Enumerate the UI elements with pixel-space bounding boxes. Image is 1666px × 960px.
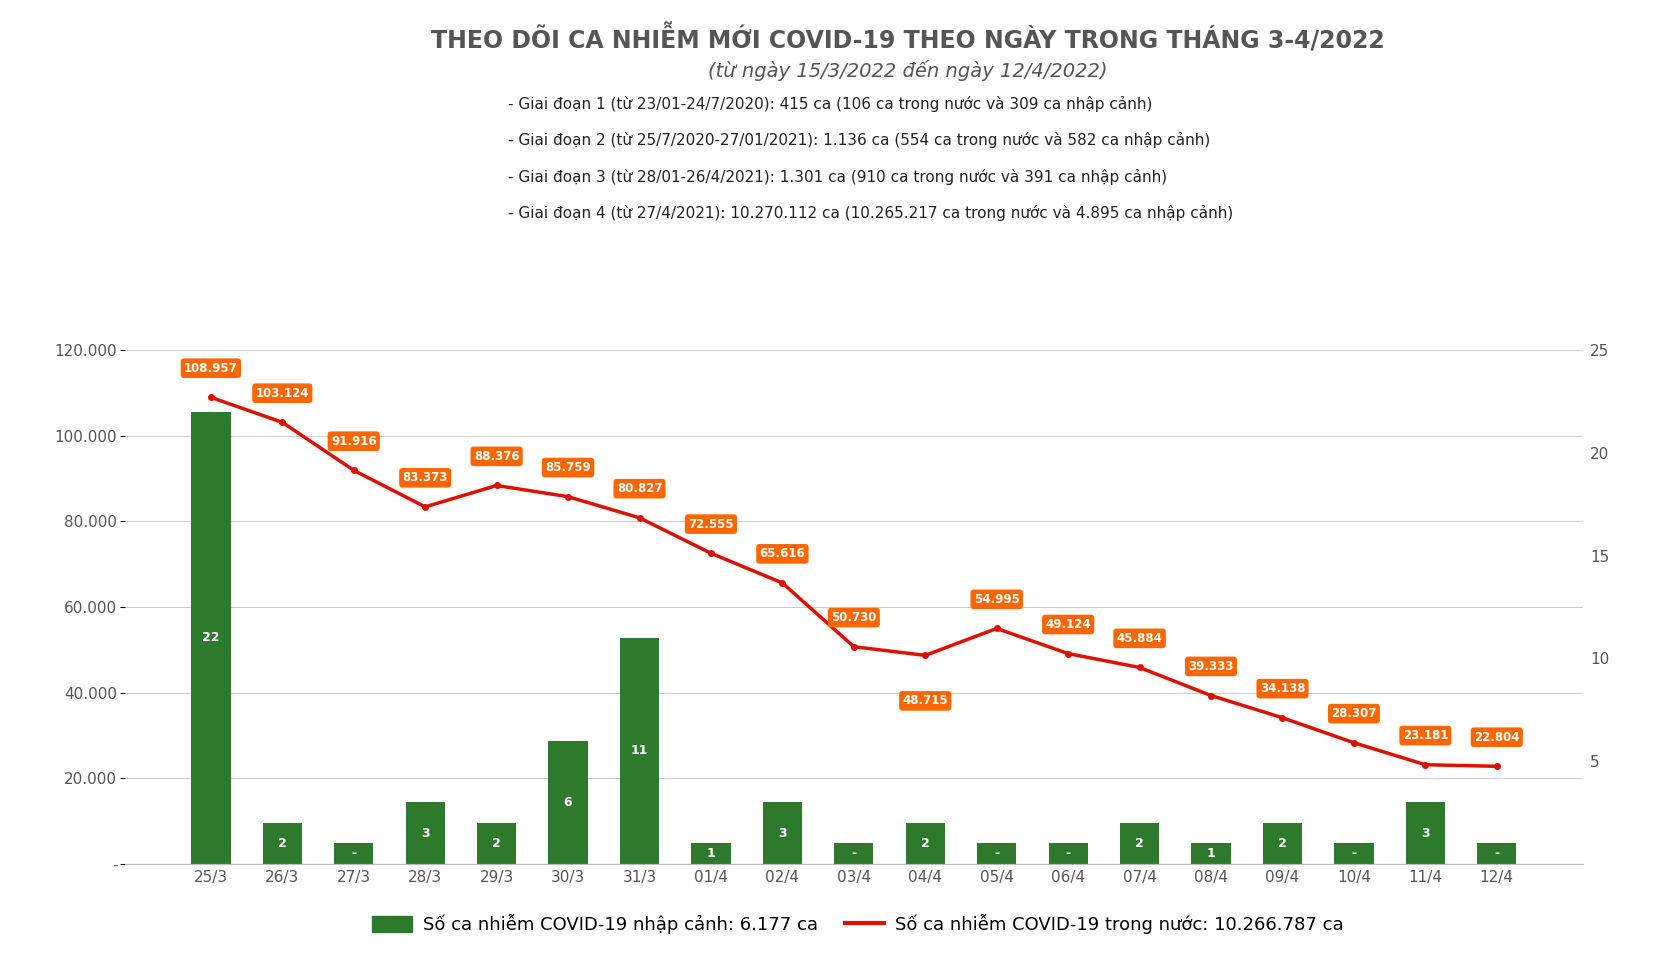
- Text: 3: 3: [421, 827, 430, 840]
- Text: 6: 6: [563, 796, 573, 809]
- Bar: [763, 803, 801, 864]
- Text: 91.916: 91.916: [332, 435, 377, 447]
- Bar: [476, 823, 516, 864]
- Text: 103.124: 103.124: [255, 387, 310, 399]
- Text: - Giai đoạn 2 (từ 25/7/2020-27/01/2021): 1.136 ca (554 ca trong nước và 582 ca n: - Giai đoạn 2 (từ 25/7/2020-27/01/2021):…: [508, 132, 1211, 149]
- Text: 28.307: 28.307: [1331, 708, 1376, 720]
- Bar: [906, 823, 945, 864]
- Text: -: -: [995, 848, 1000, 860]
- Text: - Giai đoạn 1 (từ 23/01-24/7/2020): 415 ca (106 ca trong nước và 309 ca nhập cản: - Giai đoạn 1 (từ 23/01-24/7/2020): 415 …: [508, 96, 1153, 112]
- Text: 83.373: 83.373: [403, 471, 448, 484]
- Bar: [835, 844, 873, 864]
- Text: 2: 2: [921, 837, 930, 850]
- Legend: Số ca nhiễm COVID-19 nhập cảnh: 6.177 ca, Số ca nhiễm COVID-19 trong nước: 10.26: Số ca nhiễm COVID-19 nhập cảnh: 6.177 ca…: [365, 907, 1351, 942]
- Text: 72.555: 72.555: [688, 517, 733, 531]
- Text: 50.730: 50.730: [831, 612, 876, 624]
- Text: - Giai đoạn 3 (từ 28/01-26/4/2021): 1.301 ca (910 ca trong nước và 391 ca nhập c: - Giai đoạn 3 (từ 28/01-26/4/2021): 1.30…: [508, 169, 1168, 185]
- Bar: [1334, 844, 1373, 864]
- Text: 88.376: 88.376: [473, 450, 520, 463]
- Text: 2: 2: [1278, 837, 1286, 850]
- Text: 65.616: 65.616: [760, 547, 805, 561]
- Text: 49.124: 49.124: [1045, 618, 1091, 631]
- Text: - Giai đoạn 4 (từ 27/4/2021): 10.270.112 ca (10.265.217 ca trong nước và 4.895 c: - Giai đoạn 4 (từ 27/4/2021): 10.270.112…: [508, 205, 1233, 222]
- Text: 1: 1: [1206, 848, 1216, 860]
- Text: 34.138: 34.138: [1259, 683, 1304, 695]
- Text: 22: 22: [202, 632, 220, 644]
- Bar: [548, 741, 588, 864]
- Bar: [263, 823, 302, 864]
- Text: 2: 2: [278, 837, 287, 850]
- Text: 3: 3: [1421, 827, 1429, 840]
- Text: THEO DÕI CA NHIỄM MỚI COVID-19 THEO NGÀY TRONG THÁNG 3-4/2022: THEO DÕI CA NHIỄM MỚI COVID-19 THEO NGÀY…: [431, 24, 1384, 54]
- Text: 1: 1: [706, 848, 715, 860]
- Text: 80.827: 80.827: [616, 482, 663, 495]
- Text: 85.759: 85.759: [545, 461, 591, 474]
- Bar: [192, 412, 230, 864]
- Text: -: -: [851, 848, 856, 860]
- Bar: [1191, 844, 1231, 864]
- Bar: [1263, 823, 1303, 864]
- Bar: [620, 637, 660, 864]
- Text: 48.715: 48.715: [903, 694, 948, 708]
- Text: 39.333: 39.333: [1188, 660, 1235, 673]
- Bar: [976, 844, 1016, 864]
- Bar: [1478, 844, 1516, 864]
- Text: -: -: [1351, 848, 1356, 860]
- Text: 2: 2: [1135, 837, 1145, 850]
- Text: 108.957: 108.957: [183, 362, 238, 374]
- Bar: [691, 844, 731, 864]
- Bar: [1120, 823, 1160, 864]
- Text: -: -: [1494, 848, 1499, 860]
- Text: 3: 3: [778, 827, 786, 840]
- Bar: [335, 844, 373, 864]
- Text: 23.181: 23.181: [1403, 729, 1448, 742]
- Text: 11: 11: [631, 744, 648, 757]
- Text: 54.995: 54.995: [973, 593, 1020, 606]
- Text: 2: 2: [491, 837, 501, 850]
- Text: 22.804: 22.804: [1474, 731, 1519, 744]
- Bar: [1048, 844, 1088, 864]
- Text: -: -: [1066, 848, 1071, 860]
- Bar: [1406, 803, 1444, 864]
- Text: -: -: [352, 848, 357, 860]
- Bar: [405, 803, 445, 864]
- Text: 45.884: 45.884: [1116, 632, 1163, 645]
- Text: (từ ngày 15/3/2022 đến ngày 12/4/2022): (từ ngày 15/3/2022 đến ngày 12/4/2022): [708, 60, 1108, 81]
